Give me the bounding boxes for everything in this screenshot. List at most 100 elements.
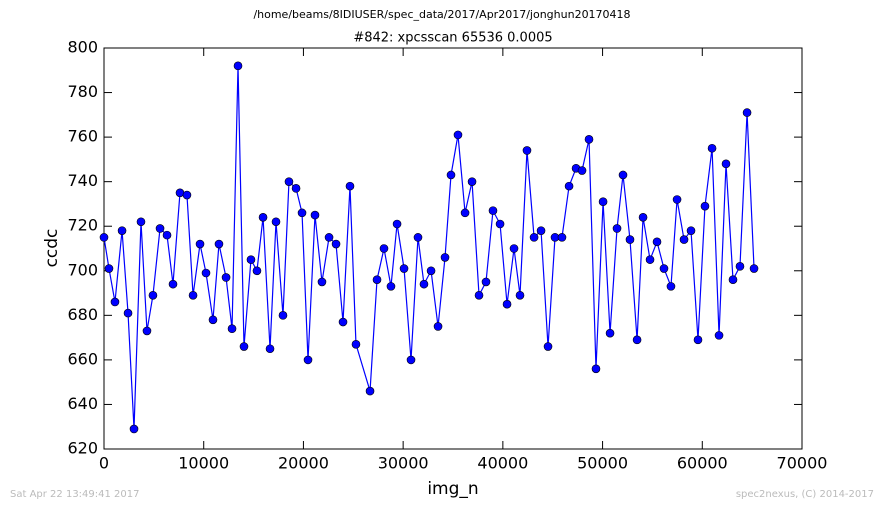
marker bbox=[110, 297, 120, 307]
marker bbox=[584, 135, 594, 144]
x-tick-label: 70000 bbox=[777, 454, 828, 473]
y-tick-label: 720 bbox=[67, 216, 98, 235]
marker bbox=[201, 268, 211, 278]
marker bbox=[351, 339, 361, 349]
marker bbox=[742, 108, 752, 117]
marker bbox=[693, 335, 703, 345]
marker bbox=[208, 315, 218, 325]
marker bbox=[117, 226, 127, 235]
marker bbox=[605, 328, 615, 338]
marker bbox=[672, 195, 682, 204]
marker bbox=[645, 255, 655, 264]
marker bbox=[612, 224, 622, 233]
marker bbox=[284, 177, 294, 186]
marker bbox=[413, 233, 423, 242]
marker bbox=[591, 364, 601, 374]
marker bbox=[446, 170, 456, 180]
marker bbox=[297, 208, 307, 218]
marker bbox=[557, 233, 567, 242]
y-tick-label: 800 bbox=[67, 38, 98, 57]
marker bbox=[129, 424, 139, 434]
y-tick-label: 780 bbox=[67, 82, 98, 101]
marker bbox=[310, 210, 320, 220]
marker bbox=[372, 275, 382, 284]
y-axis-label: ccdc bbox=[42, 229, 62, 268]
marker bbox=[265, 344, 275, 354]
marker bbox=[495, 219, 505, 229]
marker bbox=[686, 226, 696, 235]
marker bbox=[338, 317, 348, 327]
marker bbox=[419, 279, 429, 289]
marker bbox=[406, 355, 416, 365]
marker bbox=[735, 262, 745, 271]
marker bbox=[638, 213, 648, 222]
marker bbox=[529, 233, 539, 242]
marker bbox=[155, 224, 165, 233]
marker bbox=[625, 235, 635, 244]
marker bbox=[221, 273, 231, 282]
marker bbox=[659, 264, 669, 273]
footer-left: Sat Apr 22 13:49:41 2017 bbox=[10, 489, 140, 500]
x-tick-label: 0 bbox=[99, 454, 109, 473]
marker bbox=[721, 159, 731, 169]
marker bbox=[481, 277, 491, 287]
marker bbox=[291, 184, 301, 193]
chart-title: #842: xpcsscan 65536 0.0005 bbox=[353, 31, 552, 46]
marker bbox=[227, 324, 237, 334]
y-tick-label: 740 bbox=[67, 171, 98, 190]
footer-right: spec2nexus, (C) 2014-2017 bbox=[736, 489, 874, 500]
marker bbox=[345, 181, 355, 191]
marker bbox=[433, 322, 443, 331]
marker bbox=[467, 177, 477, 186]
marker bbox=[618, 170, 628, 180]
marker bbox=[426, 266, 436, 276]
marker bbox=[728, 275, 738, 284]
marker bbox=[246, 255, 256, 264]
marker bbox=[536, 226, 546, 235]
y-tick-label: 660 bbox=[67, 349, 98, 368]
y-tick-label: 700 bbox=[67, 260, 98, 279]
marker bbox=[543, 342, 553, 351]
x-tick-label: 30000 bbox=[378, 454, 429, 473]
marker bbox=[168, 279, 178, 289]
marker bbox=[195, 239, 205, 249]
x-axis-label: img_n bbox=[427, 479, 478, 499]
marker bbox=[564, 181, 574, 191]
marker bbox=[399, 264, 409, 273]
marker bbox=[142, 326, 152, 336]
marker bbox=[453, 130, 463, 140]
marker bbox=[331, 239, 341, 249]
marker bbox=[632, 335, 642, 345]
marker bbox=[652, 237, 662, 247]
marker bbox=[188, 290, 198, 300]
plot-frame bbox=[103, 47, 803, 450]
marker bbox=[440, 253, 450, 262]
marker bbox=[700, 201, 710, 211]
marker bbox=[252, 266, 262, 276]
marker bbox=[148, 290, 158, 300]
marker bbox=[379, 244, 389, 253]
marker bbox=[522, 146, 532, 155]
marker bbox=[278, 311, 288, 320]
x-tick-label: 60000 bbox=[677, 454, 728, 473]
marker bbox=[271, 217, 281, 227]
y-tick-label: 680 bbox=[67, 305, 98, 324]
x-tick-label: 20000 bbox=[278, 454, 329, 473]
y-tick-label: 760 bbox=[67, 127, 98, 146]
suptitle: /home/beams/8IDIUSER/spec_data/2017/Apr2… bbox=[253, 8, 630, 21]
marker bbox=[392, 219, 402, 229]
marker bbox=[502, 299, 512, 309]
marker bbox=[598, 197, 608, 207]
marker bbox=[136, 217, 146, 227]
marker bbox=[460, 208, 470, 218]
marker bbox=[324, 233, 334, 242]
marker bbox=[162, 230, 172, 240]
marker bbox=[679, 235, 689, 244]
marker bbox=[577, 166, 587, 175]
marker bbox=[365, 386, 375, 396]
marker bbox=[515, 290, 525, 300]
marker bbox=[488, 206, 498, 215]
marker bbox=[214, 239, 224, 249]
marker bbox=[749, 264, 759, 273]
